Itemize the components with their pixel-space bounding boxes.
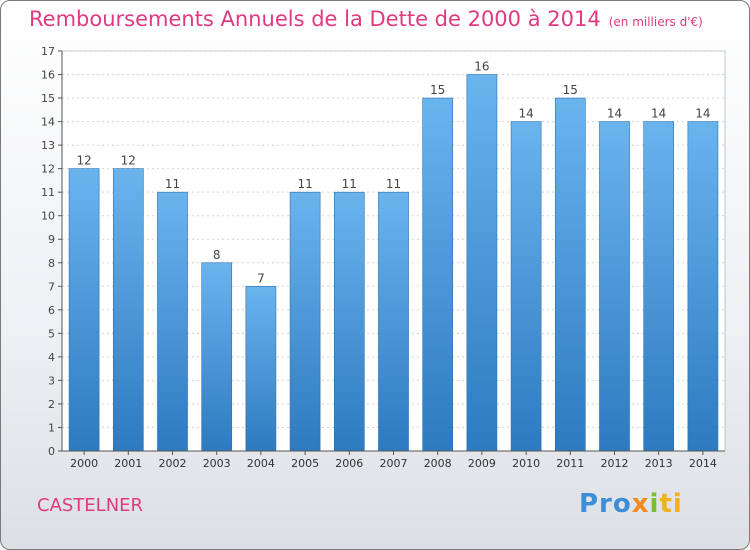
logo-part-4: ti: [659, 489, 683, 519]
y-tick-label: 2: [48, 398, 55, 411]
bar: [378, 191, 409, 452]
y-tick-label: 7: [48, 280, 55, 293]
city-label: CASTELNER: [37, 495, 144, 516]
bar: [554, 97, 586, 452]
bar-data-label: 14: [518, 107, 533, 121]
x-tick-label: 2007: [380, 457, 408, 470]
logo-part-3: i: [649, 489, 660, 519]
bar: [245, 285, 277, 452]
x-tick-label: 2001: [114, 457, 142, 470]
bar-data-label: 11: [165, 177, 180, 191]
x-tick-label: 2011: [556, 457, 584, 470]
y-tick-label: 17: [41, 45, 55, 58]
bar: [201, 262, 233, 452]
x-tick-label: 2008: [424, 457, 452, 470]
bar: [466, 74, 498, 452]
bar-data-label: 11: [386, 177, 401, 191]
proxiti-logo: Proxiti: [579, 489, 683, 519]
y-tick-label: 16: [41, 69, 55, 82]
y-tick-label: 0: [48, 445, 55, 458]
x-tick-label: 2006: [335, 457, 363, 470]
x-tick-label: 2010: [512, 457, 540, 470]
bars: 12 12 11 8 7 11 11 11 15 16 14 15 14 14 14: [68, 60, 719, 452]
y-tick-label: 13: [41, 139, 55, 152]
bar: [599, 121, 630, 452]
x-tick-label: 2012: [601, 457, 629, 470]
bar: [68, 168, 100, 452]
x-tick-label: 2004: [247, 457, 275, 470]
y-tick-label: 4: [48, 351, 55, 364]
bar-data-label: 14: [651, 107, 666, 121]
y-tick-label: 11: [41, 186, 55, 199]
chart-title: Remboursements Annuels de la Dette de 20…: [29, 7, 703, 31]
bar-data-label: 12: [121, 154, 136, 168]
bar-data-label: 15: [430, 83, 445, 97]
x-tick-label: 2002: [159, 457, 187, 470]
y-tick-label: 3: [48, 374, 55, 387]
bar: [422, 97, 454, 452]
bar-data-label: 8: [213, 248, 221, 262]
bar: [333, 191, 365, 452]
bar-data-label: 11: [342, 177, 357, 191]
y-tick-label: 10: [41, 210, 55, 223]
bar-data-label: 14: [695, 107, 710, 121]
bar: [687, 121, 719, 452]
y-tick-label: 14: [41, 116, 55, 129]
logo-part-1: Pro: [579, 489, 632, 519]
logo-part-2: x: [631, 489, 650, 519]
x-axis: 2000 2001 2002 2003 2004 2005 2006 2007 2008 2009…: [62, 450, 725, 470]
bar: [643, 121, 675, 452]
x-tick-label: 2013: [645, 457, 673, 470]
bar-data-label: 11: [297, 177, 312, 191]
bar-data-label: 16: [474, 60, 489, 74]
y-tick-label: 6: [48, 304, 55, 317]
x-tick-label: 2005: [291, 457, 319, 470]
bar: [112, 168, 144, 452]
y-tick-label: 5: [48, 327, 55, 340]
bar-data-label: 12: [76, 154, 91, 168]
y-tick-label: 8: [48, 257, 55, 270]
bar: [157, 191, 188, 452]
bar-data-label: 15: [563, 83, 578, 97]
x-tick-label: 2003: [203, 457, 231, 470]
y-tick-label: 1: [48, 421, 55, 434]
bar: [289, 191, 321, 452]
chart-title-text: Remboursements Annuels de la Dette de 20…: [29, 7, 601, 31]
y-tick-label: 9: [48, 233, 55, 246]
x-tick-label: 2009: [468, 457, 496, 470]
bar-data-label: 14: [607, 107, 622, 121]
chart-subtitle: (en milliers d'€): [608, 15, 703, 29]
y-tick-label: 12: [41, 163, 55, 176]
x-tick-label: 2000: [70, 457, 98, 470]
bar-data-label: 7: [257, 271, 265, 285]
y-tick-label: 15: [41, 92, 55, 105]
bar: [510, 121, 542, 452]
x-tick-label: 2014: [689, 457, 717, 470]
